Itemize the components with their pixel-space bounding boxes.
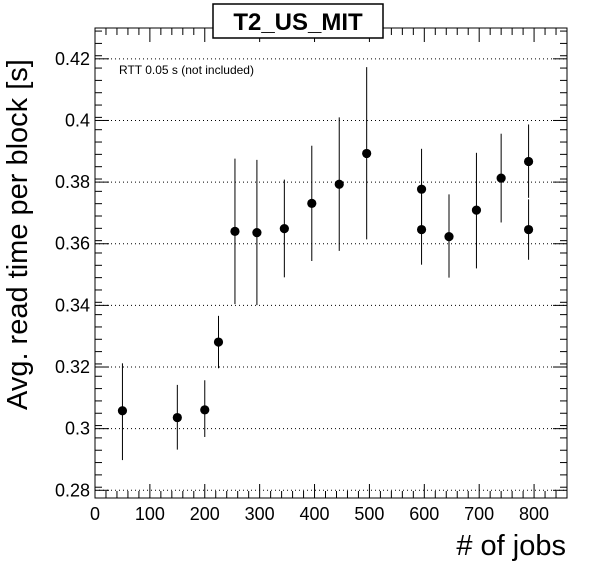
tick-labels: 0.28 0.3 0.32 0.34 0.36 0.38 0.4 0.42 0 100 200 300… [55, 49, 549, 524]
data-point [416, 224, 427, 235]
x-tick-label: 700 [464, 504, 494, 524]
y-tick-label: 0.32 [55, 357, 90, 377]
y-gridlines [95, 58, 567, 491]
data-point [213, 337, 224, 347]
data-points [117, 67, 534, 461]
data-point [416, 184, 427, 194]
x-tick-label: 500 [354, 504, 384, 524]
data-point [230, 226, 240, 237]
x-axis-title: # of jobs [456, 530, 566, 562]
x-tick-label: 600 [409, 504, 439, 524]
data-point [252, 228, 262, 238]
y-tick-label: 0.38 [55, 172, 90, 192]
y-tick-label: 0.3 [65, 419, 90, 439]
data-point [471, 205, 482, 215]
y-tick-label: 0.28 [55, 480, 90, 500]
y-tick-label: 0.42 [55, 49, 90, 69]
data-point [117, 406, 128, 416]
x-tick-label: 800 [519, 504, 549, 524]
data-point [172, 412, 182, 423]
x-tick-label: 200 [190, 504, 220, 524]
x-tick-label: 100 [135, 504, 165, 524]
data-point [307, 198, 317, 208]
y-axis-title: Avg. read time per block [s] [2, 59, 34, 410]
x-tick-label: 0 [90, 504, 100, 524]
y-tick-label: 0.4 [65, 110, 90, 130]
title-box: T2_US_MIT [212, 3, 384, 39]
data-point [362, 148, 372, 159]
title-frame [212, 3, 384, 39]
data-point [523, 156, 534, 167]
data-point [334, 179, 344, 189]
data-point [523, 224, 534, 235]
rtt-annotation: RTT 0.05 s (not included) [119, 63, 254, 77]
data-point [279, 224, 289, 234]
data-point [444, 232, 454, 242]
y-tick-label: 0.34 [55, 295, 90, 315]
data-point [496, 173, 506, 183]
y-tick-label: 0.36 [55, 234, 90, 254]
x-tick-label: 300 [245, 504, 275, 524]
chart-title: T2_US_MIT [233, 9, 363, 36]
data-point [200, 405, 210, 415]
x-tick-label: 400 [300, 504, 330, 524]
